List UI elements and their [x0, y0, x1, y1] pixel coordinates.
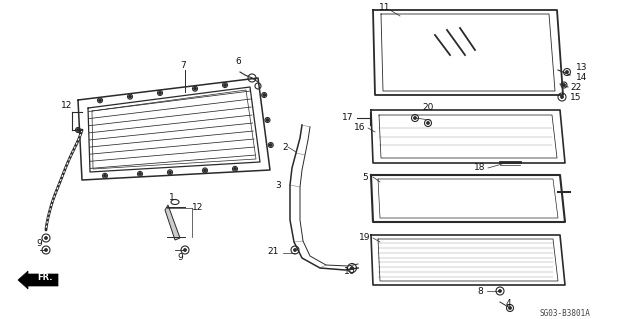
Text: 12: 12: [192, 204, 204, 212]
Circle shape: [45, 249, 47, 251]
Text: 22: 22: [570, 84, 581, 93]
Circle shape: [561, 96, 563, 98]
Circle shape: [294, 249, 296, 251]
Circle shape: [184, 249, 186, 251]
Text: 12: 12: [61, 100, 72, 109]
Text: 10: 10: [344, 268, 356, 277]
Text: 4: 4: [505, 299, 511, 308]
Text: 18: 18: [474, 164, 486, 173]
Text: 5: 5: [362, 173, 368, 182]
Circle shape: [204, 169, 206, 172]
Text: 13: 13: [576, 63, 588, 72]
Text: 21: 21: [268, 248, 278, 256]
Text: 9: 9: [36, 240, 42, 249]
Circle shape: [45, 237, 47, 239]
Circle shape: [414, 117, 416, 119]
Text: 15: 15: [570, 93, 582, 102]
Text: 8: 8: [477, 286, 483, 295]
Circle shape: [99, 99, 101, 101]
Circle shape: [139, 173, 141, 175]
Circle shape: [566, 71, 568, 73]
Circle shape: [269, 144, 272, 146]
Circle shape: [351, 267, 353, 269]
Text: 19: 19: [359, 234, 371, 242]
Text: 20: 20: [422, 102, 434, 112]
Text: 9: 9: [177, 254, 183, 263]
Text: 3: 3: [275, 181, 281, 189]
Circle shape: [104, 174, 106, 177]
Text: 11: 11: [380, 4, 391, 12]
Text: 6: 6: [235, 57, 241, 66]
Text: 2: 2: [282, 143, 288, 152]
Polygon shape: [165, 205, 180, 240]
Circle shape: [194, 87, 196, 90]
Polygon shape: [18, 271, 58, 289]
Text: FR.: FR.: [37, 273, 52, 283]
Circle shape: [77, 129, 79, 131]
Text: 1: 1: [169, 192, 175, 202]
Text: SG03-B3801A: SG03-B3801A: [540, 308, 591, 317]
Text: 17: 17: [342, 114, 354, 122]
Circle shape: [427, 122, 429, 124]
Text: 7: 7: [180, 61, 186, 70]
Circle shape: [266, 119, 269, 121]
Circle shape: [129, 95, 131, 98]
Circle shape: [169, 171, 172, 174]
Circle shape: [563, 84, 565, 86]
Circle shape: [499, 290, 501, 292]
Circle shape: [263, 94, 266, 96]
Text: 16: 16: [355, 123, 365, 132]
Circle shape: [234, 168, 236, 170]
Text: 14: 14: [576, 73, 588, 83]
Circle shape: [224, 84, 226, 86]
Circle shape: [509, 307, 511, 309]
Circle shape: [159, 92, 161, 94]
